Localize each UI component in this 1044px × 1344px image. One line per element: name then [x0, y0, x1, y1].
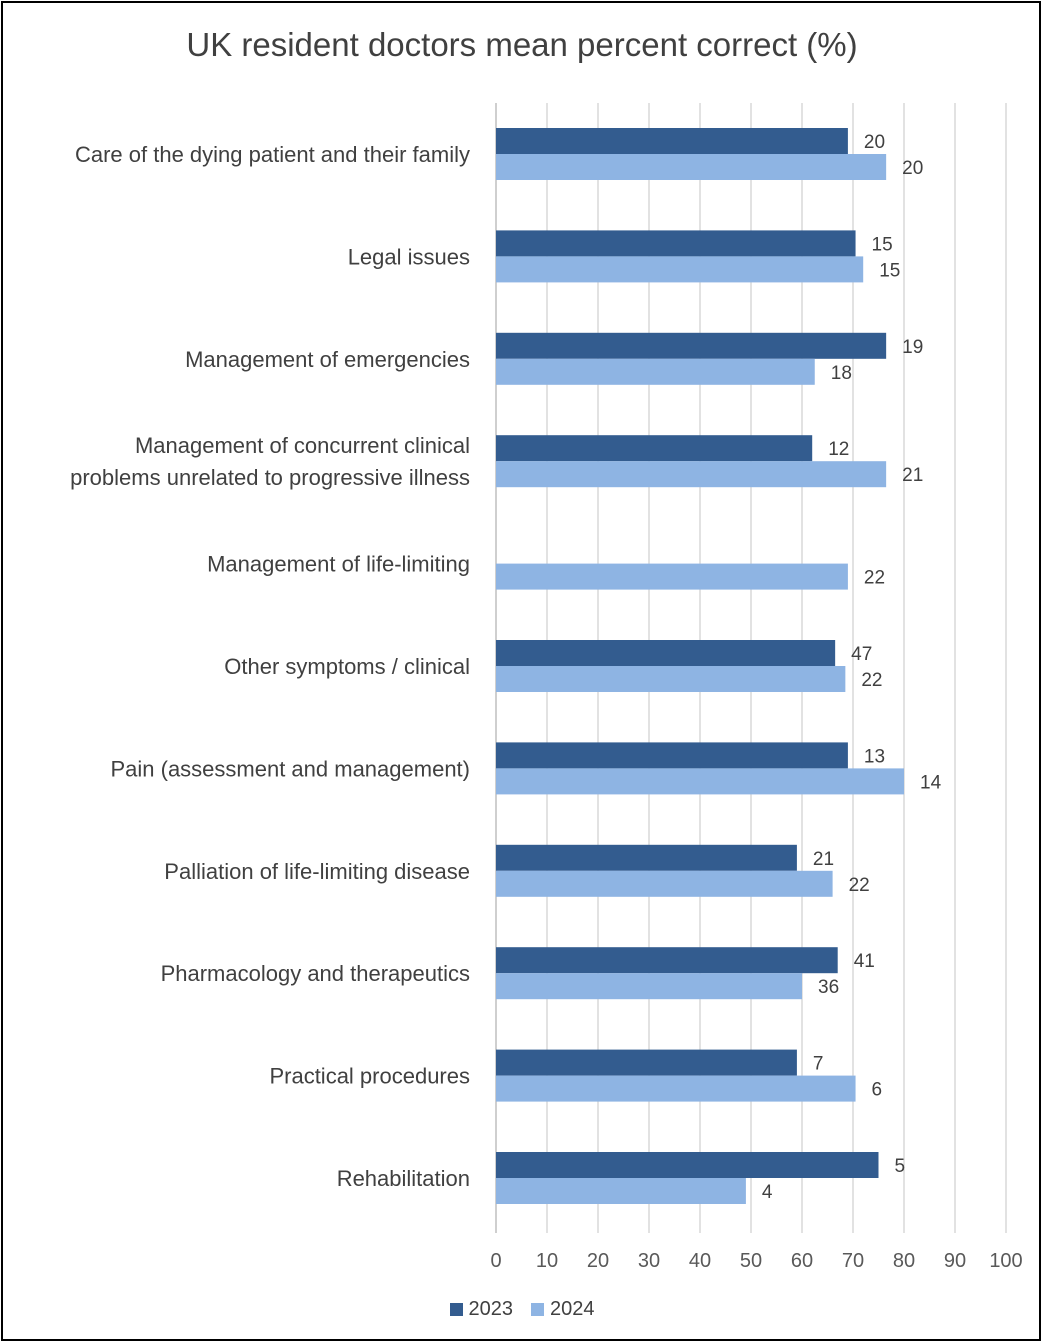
data-label-2024-0: 20: [902, 158, 923, 179]
legend-swatch-2024: [531, 1303, 544, 1316]
data-label-2023-9: 7: [813, 1054, 824, 1075]
data-label-2024-9: 6: [872, 1080, 883, 1101]
legend-swatch-2023: [449, 1303, 463, 1316]
data-label-2023-8: 41: [854, 951, 875, 972]
category-label-0: Care of the dying patient and their fami…: [75, 142, 470, 167]
data-label-2024-3: 21: [902, 465, 923, 486]
data-label-2024-8: 36: [818, 977, 839, 998]
bar-2024-0: [496, 154, 887, 180]
bar-2024-7: [496, 870, 833, 897]
category-label-3-line-0: Management of concurrent clinical: [135, 433, 470, 458]
bars: [496, 128, 904, 1204]
category-label-7: Palliation of life-limiting disease: [164, 859, 470, 884]
x-tick-label-70: 70: [842, 1250, 864, 1272]
legend-item-2024: 2024: [531, 1298, 595, 1321]
data-label-2024-10: 4: [762, 1182, 773, 1203]
data-label-2024-6: 14: [920, 772, 942, 793]
bar-2024-9: [496, 1075, 856, 1102]
bar-2024-5: [496, 666, 846, 692]
x-tick-label-10: 10: [536, 1250, 558, 1272]
category-label-8: Pharmacology and therapeutics: [161, 961, 470, 986]
legend-item-2023: 2023: [449, 1298, 514, 1321]
data-label-2024-7: 22: [849, 875, 870, 896]
data-label-2024-5: 22: [861, 670, 882, 691]
data-label-2023-1: 15: [872, 234, 893, 255]
x-tick-label-100: 100: [989, 1250, 1022, 1272]
x-tick-label-60: 60: [791, 1250, 813, 1272]
data-label-2023-0: 20: [864, 132, 885, 153]
data-label-2023-6: 13: [864, 746, 885, 767]
legend-label-2023: 2023: [468, 1298, 514, 1320]
bar-2024-4: [496, 563, 848, 590]
bar-2023-10: [496, 1152, 879, 1178]
category-label-1: Legal issues: [348, 244, 470, 269]
data-labels: 20 20 15 15 19 18 12 21 22 47 22 13 14 21 22 41 36 7 6 5 4: [762, 132, 942, 1203]
bar-2023-7: [496, 844, 797, 871]
category-label-6: Pain (assessment and management): [110, 756, 470, 781]
data-label-2023-7: 21: [813, 849, 834, 870]
bar-2024-10: [496, 1178, 746, 1204]
data-label-2023-5: 47: [851, 644, 872, 665]
legend-label-2024: 2024: [550, 1298, 595, 1320]
data-label-2024-1: 15: [879, 260, 900, 281]
legend: 2023 2024: [0, 1298, 1044, 1321]
bar-2023-2: [496, 332, 887, 359]
bar-2023-0: [496, 128, 848, 154]
bar-2024-6: [496, 768, 904, 795]
x-tick-label-90: 90: [944, 1250, 966, 1272]
x-tick-label-50: 50: [740, 1250, 762, 1272]
category-label-2: Management of emergencies: [185, 347, 470, 372]
data-label-2023-3: 12: [828, 439, 849, 460]
data-label-2023-10: 5: [895, 1156, 906, 1177]
bar-2024-8: [496, 973, 802, 1000]
bar-2024-2: [496, 358, 815, 385]
x-tick-label-20: 20: [587, 1250, 609, 1272]
category-label-9: Practical procedures: [269, 1064, 470, 1089]
x-tick-label-40: 40: [689, 1250, 711, 1272]
x-tick-label-0: 0: [490, 1250, 501, 1272]
data-label-2024-2: 18: [831, 363, 852, 384]
chart-title: UK resident doctors mean percent correct…: [186, 26, 858, 63]
x-tick-label-30: 30: [638, 1250, 660, 1272]
category-label-3-line-1: problems unrelated to progressive illnes…: [70, 465, 470, 490]
data-label-2023-2: 19: [902, 337, 923, 358]
category-label-4: Management of life-limiting: [207, 552, 470, 577]
bar-2024-1: [496, 256, 864, 283]
data-label-2024-4: 22: [864, 568, 885, 589]
bar-2024-3: [496, 461, 887, 488]
x-tick-label-80: 80: [893, 1250, 915, 1272]
bar-2023-9: [496, 1049, 797, 1076]
category-labels: Care of the dying patient and their fami…: [70, 142, 470, 1191]
category-label-5: Other symptoms / clinical: [224, 654, 470, 679]
category-label-10: Rehabilitation: [337, 1166, 470, 1191]
bar-2023-8: [496, 947, 838, 974]
bar-2023-3: [496, 435, 813, 462]
bar-2023-6: [496, 742, 848, 769]
bar-2023-1: [496, 230, 856, 257]
x-tick-labels: 0 10 20 30 40 50 60 70 80 90 100: [490, 1250, 1022, 1272]
bar-2023-5: [496, 640, 836, 666]
